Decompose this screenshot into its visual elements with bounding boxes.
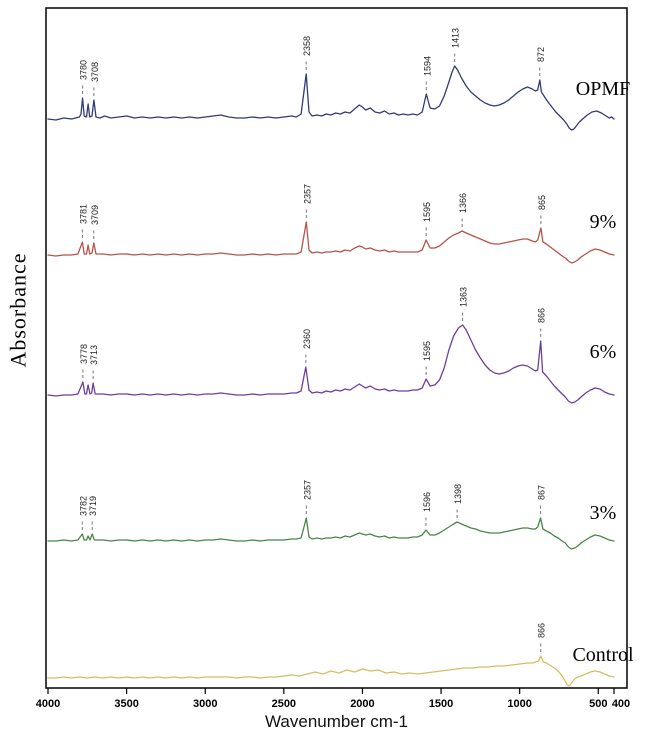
peak-label-9: 3709 — [90, 205, 100, 225]
x-axis-label: Wavenumber cm-1 — [265, 712, 408, 731]
peak-label-3: 3719 — [88, 496, 98, 516]
peak-label-3: 3782 — [78, 496, 88, 516]
peak-label-opmf: 1413 — [451, 28, 461, 48]
x-tick-label: 1000 — [507, 698, 531, 710]
peak-label-3: 2357 — [302, 480, 312, 500]
peak-label-6: 1363 — [459, 287, 469, 307]
peak-label-9: 3781 — [78, 204, 88, 224]
peak-label-opmf: 1594 — [422, 56, 432, 76]
series-label-6: 6% — [590, 341, 617, 363]
spectrum-control — [47, 655, 615, 687]
peak-label-9: 1366 — [458, 193, 468, 213]
series-label-opmf: OPMF — [576, 78, 630, 100]
x-tick-label: 4000 — [36, 698, 60, 710]
x-tick-label: 500 — [589, 698, 607, 710]
series-label-3: 3% — [590, 502, 617, 524]
series-label-9: 9% — [590, 211, 617, 233]
peak-label-6: 866 — [537, 308, 547, 323]
x-tick-label: 3500 — [114, 698, 138, 710]
peak-label-3: 1596 — [422, 492, 432, 512]
peak-label-6: 2360 — [302, 329, 312, 349]
peak-label-control: 866 — [537, 623, 547, 638]
peak-label-opmf: 2358 — [302, 36, 312, 56]
x-tick-label: 2500 — [272, 698, 296, 710]
peak-label-opmf: 3708 — [90, 62, 100, 82]
peak-label-9: 1595 — [422, 202, 432, 222]
spectrum-6 — [47, 324, 615, 404]
series-label-control: Control — [572, 644, 634, 666]
peak-label-6: 3778 — [79, 344, 89, 364]
peak-label-9: 865 — [537, 195, 547, 210]
peak-label-9: 2357 — [302, 184, 312, 204]
peak-label-6: 3713 — [89, 345, 99, 365]
x-tick-label: 400 — [612, 698, 630, 710]
plot-border — [45, 7, 628, 689]
spectrum-9 — [47, 221, 615, 264]
peak-label-3: 867 — [537, 485, 547, 500]
peak-label-opmf: 3780 — [79, 60, 89, 80]
spectrum-opmf — [47, 65, 615, 131]
x-tick-label: 3000 — [193, 698, 217, 710]
x-tick-label: 1500 — [429, 698, 453, 710]
x-tick-label: 2000 — [350, 698, 374, 710]
peak-label-opmf: 872 — [536, 47, 546, 62]
peak-label-6: 1595 — [422, 341, 432, 361]
peak-label-3: 1398 — [453, 484, 463, 504]
spectrum-3 — [47, 517, 615, 550]
